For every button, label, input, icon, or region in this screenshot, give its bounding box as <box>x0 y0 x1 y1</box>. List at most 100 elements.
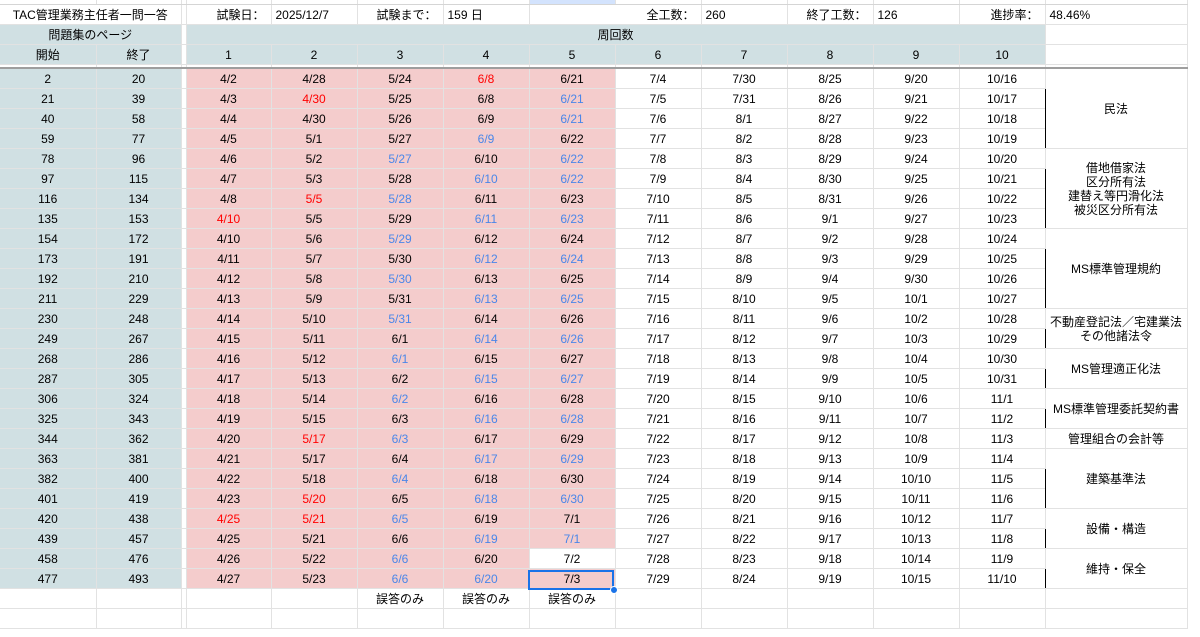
gap-cell[interactable] <box>181 4 187 25</box>
end-page-cell[interactable]: 153 <box>96 208 182 229</box>
date-cell-round-7[interactable]: 8/15 <box>701 388 788 409</box>
date-cell-round-1[interactable]: 4/5 <box>186 128 272 149</box>
end-page-cell[interactable]: 267 <box>96 328 182 349</box>
category-cell[interactable]: 管理組合の会計等 <box>1044 428 1188 449</box>
date-cell-round-10[interactable]: 11/9 <box>959 548 1046 569</box>
column-header-i[interactable] <box>615 0 702 5</box>
date-cell-round-2[interactable]: 5/7 <box>271 248 358 269</box>
until-exam-value[interactable]: 159 日 <box>443 4 530 25</box>
date-cell-round-8[interactable]: 9/16 <box>787 508 874 529</box>
date-cell-round-7[interactable]: 8/8 <box>701 248 788 269</box>
empty-cell[interactable] <box>787 608 874 629</box>
empty-cell[interactable] <box>186 608 272 629</box>
date-cell-round-3[interactable]: 5/30 <box>357 248 444 269</box>
gap-cell[interactable] <box>181 428 187 449</box>
date-cell-round-1[interactable]: 4/15 <box>186 328 272 349</box>
date-cell-round-6[interactable]: 7/24 <box>615 468 702 489</box>
end-page-cell[interactable]: 229 <box>96 288 182 309</box>
date-cell-round-1[interactable]: 4/10 <box>186 208 272 229</box>
start-header[interactable]: 開始 <box>0 44 97 65</box>
date-cell-round-1[interactable]: 4/2 <box>186 68 272 89</box>
date-cell-round-7[interactable]: 8/16 <box>701 408 788 429</box>
gap-cell[interactable] <box>181 88 187 109</box>
date-cell-round-6[interactable]: 7/14 <box>615 268 702 289</box>
empty-cell[interactable] <box>357 608 444 629</box>
round-header-4[interactable]: 4 <box>443 44 530 65</box>
date-cell-round-7[interactable]: 8/4 <box>701 168 788 189</box>
date-cell-round-6[interactable]: 7/18 <box>615 348 702 369</box>
date-cell-round-6[interactable]: 7/22 <box>615 428 702 449</box>
date-cell-round-4[interactable]: 6/18 <box>443 468 530 489</box>
date-cell-round-8[interactable]: 8/28 <box>787 128 874 149</box>
date-cell-round-9[interactable]: 9/29 <box>873 248 960 269</box>
start-page-cell[interactable]: 40 <box>0 108 97 129</box>
gap-cell[interactable] <box>181 128 187 149</box>
date-cell-round-8[interactable]: 9/14 <box>787 468 874 489</box>
start-page-cell[interactable]: 439 <box>0 528 97 549</box>
date-cell-round-2[interactable]: 5/11 <box>271 328 358 349</box>
end-page-cell[interactable]: 493 <box>96 568 182 589</box>
gap-cell[interactable] <box>181 528 187 549</box>
date-cell-round-4[interactable]: 6/13 <box>443 268 530 289</box>
gap-cell[interactable] <box>181 188 187 209</box>
date-cell-round-8[interactable]: 8/25 <box>787 68 874 89</box>
date-cell-round-6[interactable]: 7/29 <box>615 568 702 589</box>
date-cell-round-10[interactable]: 10/28 <box>959 308 1046 329</box>
date-cell-round-4[interactable]: 6/17 <box>443 428 530 449</box>
end-page-cell[interactable]: 96 <box>96 148 182 169</box>
date-cell-round-6[interactable]: 7/12 <box>615 228 702 249</box>
date-cell-round-9[interactable]: 10/5 <box>873 368 960 389</box>
end-page-cell[interactable]: 381 <box>96 448 182 469</box>
date-cell-round-9[interactable]: 10/13 <box>873 528 960 549</box>
date-cell-round-8[interactable]: 9/18 <box>787 548 874 569</box>
date-cell-round-9[interactable]: 9/25 <box>873 168 960 189</box>
date-cell-round-8[interactable]: 9/12 <box>787 428 874 449</box>
date-cell-round-8[interactable]: 9/1 <box>787 208 874 229</box>
date-cell-round-5[interactable]: 6/22 <box>529 148 616 169</box>
date-cell-round-9[interactable]: 10/14 <box>873 548 960 569</box>
empty-cell[interactable] <box>443 608 530 629</box>
pages-header[interactable]: 問題集のページ <box>0 24 182 45</box>
gap-cell[interactable] <box>181 468 187 489</box>
date-cell-round-6[interactable]: 7/21 <box>615 408 702 429</box>
date-cell-round-7[interactable]: 8/11 <box>701 308 788 329</box>
empty-cell[interactable] <box>873 608 960 629</box>
empty-cell[interactable] <box>181 608 187 629</box>
end-page-cell[interactable]: 248 <box>96 308 182 329</box>
start-page-cell[interactable]: 344 <box>0 428 97 449</box>
date-cell-round-4[interactable]: 6/19 <box>443 528 530 549</box>
column-header-a[interactable] <box>0 0 97 5</box>
date-cell-round-10[interactable]: 11/8 <box>959 528 1046 549</box>
date-cell-round-3[interactable]: 6/2 <box>357 388 444 409</box>
date-cell-round-2[interactable]: 5/5 <box>271 208 358 229</box>
column-header-m[interactable] <box>959 0 1046 5</box>
category-cell[interactable]: MS標準管理委託契約書 <box>1044 388 1188 429</box>
date-cell-round-8[interactable]: 9/5 <box>787 288 874 309</box>
date-cell-round-6[interactable]: 7/20 <box>615 388 702 409</box>
date-cell-round-2[interactable]: 5/6 <box>271 228 358 249</box>
date-cell-round-6[interactable]: 7/10 <box>615 188 702 209</box>
date-cell-round-4[interactable]: 6/11 <box>443 208 530 229</box>
date-cell-round-4[interactable]: 6/12 <box>443 248 530 269</box>
date-cell-round-8[interactable]: 9/19 <box>787 568 874 589</box>
end-page-cell[interactable]: 343 <box>96 408 182 429</box>
start-page-cell[interactable]: 249 <box>0 328 97 349</box>
date-cell-round-1[interactable]: 4/26 <box>186 548 272 569</box>
date-cell-round-10[interactable]: 11/4 <box>959 448 1046 469</box>
date-cell-round-2[interactable]: 5/13 <box>271 368 358 389</box>
date-cell-round-1[interactable]: 4/11 <box>186 248 272 269</box>
date-cell-round-2[interactable]: 4/28 <box>271 68 358 89</box>
start-page-cell[interactable]: 173 <box>0 248 97 269</box>
date-cell-round-4[interactable]: 6/11 <box>443 188 530 209</box>
date-cell-round-3[interactable]: 6/5 <box>357 508 444 529</box>
category-cell[interactable]: 設備・構造 <box>1044 508 1188 549</box>
empty-cell[interactable] <box>873 588 960 609</box>
round-header-7[interactable]: 7 <box>701 44 788 65</box>
date-cell-round-2[interactable]: 5/17 <box>271 428 358 449</box>
round-header-5[interactable]: 5 <box>529 44 616 65</box>
date-cell-round-2[interactable]: 5/21 <box>271 508 358 529</box>
empty-cell[interactable] <box>96 588 182 609</box>
date-cell-round-7[interactable]: 8/19 <box>701 468 788 489</box>
end-page-cell[interactable]: 20 <box>96 68 182 89</box>
date-cell-round-5[interactable]: 7/1 <box>529 508 616 529</box>
